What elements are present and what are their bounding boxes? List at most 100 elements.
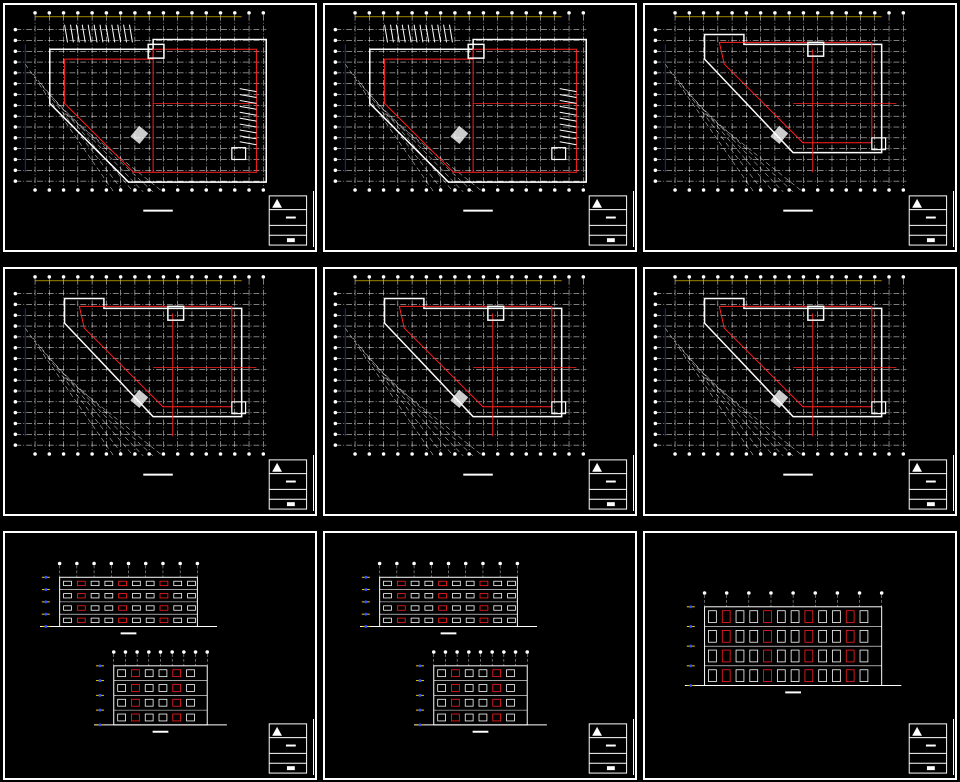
logo-icon (912, 726, 923, 736)
window (172, 713, 182, 722)
grid-bubble (438, 11, 443, 15)
grid-bubble (333, 114, 338, 118)
window (118, 617, 127, 623)
title-block (588, 718, 634, 776)
grid-bubble (481, 452, 486, 456)
window (735, 610, 745, 623)
grid-bubble (76, 11, 80, 15)
grid-bubble (13, 81, 18, 86)
window (735, 669, 745, 682)
grid-bubble (367, 188, 372, 192)
walls (384, 48, 577, 173)
grid-bubble (175, 11, 180, 15)
parking-stall (413, 24, 418, 43)
window (478, 713, 488, 722)
window (76, 605, 86, 611)
grid-bubble (844, 11, 849, 15)
grid-bubble (744, 188, 749, 192)
grid-bubble (747, 591, 751, 595)
grid-bubble (133, 275, 137, 279)
floor-plan (333, 275, 587, 476)
level-marker (44, 575, 48, 579)
grid-bubble (857, 591, 862, 595)
grid-bubble (801, 11, 806, 15)
window (859, 669, 869, 682)
window (452, 617, 461, 623)
window (383, 617, 392, 623)
grid-bubble (175, 275, 180, 279)
grid-bubble (13, 313, 18, 318)
grid-bubble (787, 452, 791, 456)
diagonal-grid-line (24, 63, 114, 193)
grid-bubble (381, 452, 386, 456)
grid-bubble (553, 275, 557, 279)
grid-bubble (195, 561, 200, 566)
window (144, 698, 154, 707)
grid-bubble (333, 136, 338, 140)
building-outline (703, 33, 883, 154)
grid-bubble (653, 324, 658, 328)
grid-bubble (744, 11, 749, 15)
grid-bubble (724, 591, 729, 595)
grid-bubble (553, 452, 557, 456)
grid-bubble (126, 561, 131, 566)
grid-bubble (873, 452, 877, 456)
window (118, 580, 127, 587)
grid-bubble (873, 11, 877, 15)
grid-bubble (830, 188, 834, 192)
grid-bubble (333, 103, 338, 108)
window (465, 580, 475, 587)
window (506, 669, 515, 678)
grid-bubble (758, 275, 763, 279)
grid-bubble (481, 561, 485, 566)
window (493, 617, 503, 623)
grid-bubble (396, 188, 400, 192)
grid-bubble (261, 11, 266, 15)
grid-bubble (844, 188, 849, 192)
window (478, 698, 488, 707)
window (396, 605, 406, 611)
grid-bubble (653, 157, 658, 162)
drawing-title-text (120, 632, 137, 635)
sheet-number-text (286, 766, 295, 771)
grid-bubble (424, 11, 429, 15)
window (832, 630, 841, 643)
grid-bubble (147, 11, 151, 15)
grid-bubble (61, 11, 66, 15)
grid-bubble (353, 452, 357, 456)
window (708, 669, 717, 682)
window (438, 617, 447, 623)
parking-stall (117, 24, 122, 43)
grid-bubble (887, 275, 891, 279)
grid-bubble (813, 591, 818, 595)
grid-bubble (653, 291, 658, 296)
grid-bubble (467, 650, 471, 654)
level-marker (364, 612, 368, 616)
grid-bubble (61, 452, 66, 456)
parking-stall (239, 94, 257, 98)
grid-bubble (815, 188, 820, 192)
elevator (871, 401, 887, 415)
sheet-section (643, 531, 957, 780)
logo-icon (592, 198, 603, 208)
window (172, 698, 182, 707)
window (708, 630, 717, 643)
grid-bubble (524, 11, 529, 15)
parking-stall (239, 123, 257, 128)
level-marker (689, 664, 693, 668)
window (776, 630, 786, 643)
drawing-title-text (783, 473, 813, 476)
title-block (908, 454, 954, 512)
diagonal-grid-line (664, 327, 754, 457)
diagonal-grid-line (696, 367, 794, 457)
window (186, 698, 195, 707)
diagonal-grid-line (32, 337, 124, 457)
grid-bubble (858, 452, 863, 456)
grid-bubble (653, 356, 658, 361)
grid-bubble (218, 11, 223, 15)
level-marker (418, 679, 422, 683)
grid-bubble (873, 188, 877, 192)
grid-bubble (247, 188, 251, 192)
drawing-canvas (359, 561, 634, 776)
grid-bubble (333, 356, 338, 361)
